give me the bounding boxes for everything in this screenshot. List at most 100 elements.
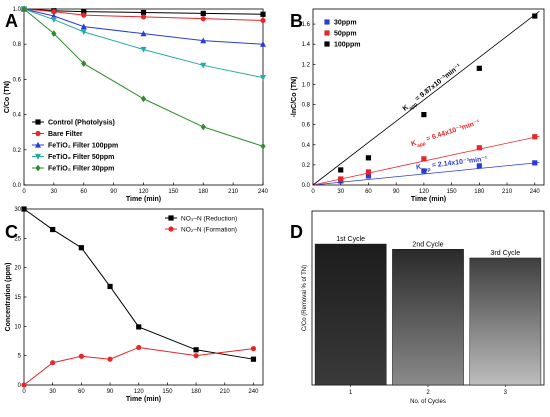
y-tick-label: 0.4 <box>302 143 311 149</box>
series-line <box>23 8 264 45</box>
x-tick-label: 120 <box>138 189 149 195</box>
x-tick-label: 60 <box>78 389 85 395</box>
data-point <box>140 14 147 20</box>
legend-entry: 50ppm <box>334 31 357 38</box>
x-tick-label: 210 <box>220 389 231 395</box>
legend-entry: 30ppm <box>334 20 357 27</box>
data-point <box>421 112 427 118</box>
x-axis-label: Time (min) <box>126 396 161 403</box>
legend-swatch-marker <box>168 226 174 232</box>
series-line <box>23 8 264 147</box>
data-point <box>260 17 266 24</box>
data-point <box>81 60 87 67</box>
legend-entry: NO₃–N (Reduction) <box>181 216 237 223</box>
data-point <box>421 156 427 162</box>
y-tick-label: 1.6 <box>302 22 311 28</box>
data-point <box>21 382 27 388</box>
data-point <box>260 41 266 47</box>
x-axis-label: No. of Cycles <box>410 399 446 405</box>
data-point <box>51 9 57 15</box>
bar-label: 3rd Cycle <box>491 250 521 257</box>
y-tick-label: 1.0 <box>302 82 311 88</box>
y-tick-label: 0 <box>18 383 22 389</box>
y-tick-label: 15 <box>14 295 21 301</box>
series-line <box>23 8 264 15</box>
data-point <box>338 176 344 182</box>
data-point <box>532 134 538 140</box>
x-axis-label: Time (min) <box>126 196 161 203</box>
legend-swatch-marker <box>324 41 330 47</box>
panel-b: B 0 30 60 90 120 150 180 210 240 0.0 0.2 0.4 0.6 0.8 1.… <box>290 8 545 203</box>
x-tick-label: 150 <box>447 189 458 195</box>
x-tick-label: 210 <box>502 189 513 195</box>
data-point <box>21 5 27 13</box>
data-point <box>21 206 27 212</box>
data-point <box>78 245 84 251</box>
y-axis-label: C/Co (Removal % of TN) <box>302 265 308 331</box>
data-point <box>250 346 257 352</box>
legend-swatch-marker <box>168 215 174 221</box>
x-tick-label: 90 <box>107 389 114 395</box>
fit-label: Kapp = 9.87x10⁻³min⁻¹ <box>402 63 465 115</box>
y-tick-label: 0.6 <box>13 77 22 83</box>
x-tick-label: 90 <box>110 189 117 195</box>
series-no-n-formation <box>21 344 257 388</box>
legend: Control (Photolysis) Bare Filter FeTiO₂ Fi… <box>32 119 118 173</box>
data-point <box>476 65 482 71</box>
data-point <box>193 347 199 353</box>
data-point <box>78 353 84 359</box>
series-fetio-filter-30ppm <box>21 5 266 150</box>
y-tick-label: 0.8 <box>302 103 311 109</box>
data-point <box>50 360 56 366</box>
panel-letter: D <box>290 222 303 242</box>
y-tick-label: 0.0 <box>302 183 311 189</box>
plot-frame <box>23 208 264 386</box>
panel-a: A 0 30 60 90 120 150 180 210 240 0.0 0.2 0.4 0.6 0.8 1.… <box>4 5 269 203</box>
data-point <box>140 46 147 53</box>
x-tick-label: 1 <box>349 390 353 396</box>
bar-cycle-2 <box>392 249 464 386</box>
data-point <box>260 142 266 150</box>
panel-c: C 0 30 60 90 120 150 180 210 240 0 5 10 15 20 25 30 Time … <box>5 206 264 403</box>
x-tick-label: 0 <box>22 389 26 395</box>
data-point <box>338 167 344 173</box>
x-tick-label: 120 <box>134 389 145 395</box>
fit-line <box>312 162 540 186</box>
x-tick-label: 0 <box>311 189 315 195</box>
x-tick-label: 30 <box>49 389 56 395</box>
x-tick-label: 30 <box>337 189 344 195</box>
y-tick-label: 1.0 <box>13 7 22 13</box>
y-tick-label: 10 <box>14 324 21 330</box>
y-tick-label: 0.8 <box>13 42 22 48</box>
data-point <box>140 30 147 37</box>
y-tick-label: 1.4 <box>302 42 311 48</box>
data-point <box>51 30 57 38</box>
x-tick-label: 240 <box>258 189 269 195</box>
x-tick-label: 30 <box>51 189 58 195</box>
data-point <box>200 37 207 44</box>
x-tick-label: 150 <box>162 389 173 395</box>
x-tick-label: 180 <box>474 189 485 195</box>
data-point <box>476 163 482 169</box>
data-point <box>200 16 206 22</box>
data-point <box>136 344 142 351</box>
legend-swatch-marker <box>35 130 41 137</box>
y-axis-label: -lnC/Co (TN) <box>291 77 298 118</box>
series-no-n-reduction <box>21 206 257 362</box>
data-point <box>365 169 372 175</box>
data-point <box>365 155 372 161</box>
legend-swatch-marker <box>324 30 330 36</box>
data-point <box>476 145 482 151</box>
fit-line <box>312 10 540 186</box>
plot-frame <box>312 8 545 186</box>
x-tick-label: 210 <box>228 189 239 195</box>
data-point <box>140 9 147 16</box>
legend-entry: FeTiO₂ Filter 50ppm <box>48 154 114 161</box>
panel-letter: A <box>5 11 18 31</box>
x-tick-label: 90 <box>393 189 400 195</box>
legend-entry: NO₂–N (Formation) <box>181 227 237 234</box>
y-tick-label: 5 <box>18 354 22 360</box>
data-point <box>107 283 113 290</box>
x-tick-label: 180 <box>191 389 202 395</box>
